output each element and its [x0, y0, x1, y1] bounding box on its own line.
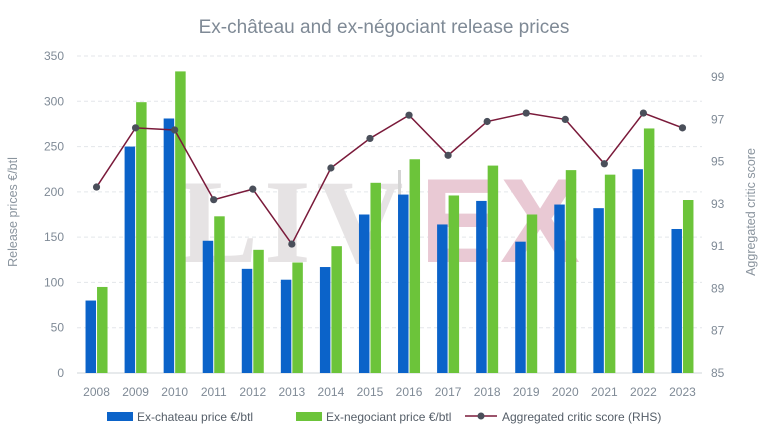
- bar-ex-negociant: [292, 262, 303, 373]
- bar-ex-chateau: [280, 279, 292, 373]
- score-point: [210, 196, 218, 204]
- x-tick: 2011: [201, 385, 227, 399]
- y-axis-left-label: Release prices €/btl: [6, 157, 20, 267]
- score-point: [444, 151, 452, 159]
- score-point: [561, 115, 569, 123]
- x-tick: 2008: [83, 385, 110, 399]
- bar-ex-negociant: [565, 170, 577, 373]
- score-point: [639, 109, 648, 117]
- score-point: [522, 109, 530, 117]
- y-tick-right: 93: [711, 197, 725, 211]
- score-point: [600, 160, 608, 168]
- bar-ex-chateau: [241, 268, 253, 373]
- bar-ex-negociant: [643, 128, 655, 373]
- legend-label-series2: Ex-negociant price €/btl: [326, 410, 451, 424]
- score-line-path: [95, 112, 683, 246]
- score-point: [171, 126, 179, 134]
- y-tick-left: 200: [44, 185, 64, 199]
- legend-label-series3: Aggregated critic score (RHS): [502, 410, 661, 424]
- y-axis-left-ticks: 0 50 100 150 200 250 300 350: [44, 49, 64, 380]
- x-tick: 2012: [239, 385, 266, 399]
- legend-swatch-series2: [296, 412, 322, 421]
- y-tick-right: 85: [711, 366, 725, 380]
- bar-ex-negociant: [370, 182, 381, 373]
- score-point: [483, 117, 491, 126]
- y-axis-right-label: Aggregated critic score: [744, 148, 758, 276]
- score-point: [288, 240, 296, 248]
- legend-marker-series3: [477, 412, 485, 420]
- x-tick: 2021: [591, 385, 618, 399]
- bar-ex-chateau: [85, 300, 97, 373]
- bars: [85, 71, 694, 373]
- score-point: [92, 183, 101, 191]
- legend-swatch-series1: [107, 412, 133, 421]
- legend: Ex-chateau price €/btl Ex-negociant pric…: [107, 410, 661, 424]
- score-point: [405, 111, 413, 119]
- bar-ex-chateau: [671, 228, 682, 373]
- bar-ex-negociant: [487, 165, 499, 373]
- y-tick-right: 99: [711, 70, 725, 84]
- y-tick-right: 97: [711, 112, 725, 126]
- x-tick: 2016: [396, 385, 423, 399]
- bar-ex-chateau: [632, 169, 643, 373]
- bar-ex-negociant: [214, 216, 225, 373]
- y-tick-left: 250: [44, 140, 64, 154]
- x-tick: 2013: [278, 385, 305, 399]
- bar-ex-negociant: [175, 71, 186, 373]
- bar-ex-negociant: [682, 200, 694, 373]
- y-tick-right: 89: [711, 281, 725, 295]
- bar-ex-chateau: [476, 200, 487, 373]
- score-point: [249, 185, 257, 193]
- bar-ex-chateau: [163, 118, 175, 373]
- y-tick-left: 350: [44, 49, 64, 63]
- x-tick: 2017: [435, 385, 462, 399]
- bar-ex-chateau: [398, 194, 409, 373]
- bar-ex-negociant: [448, 195, 460, 373]
- y-tick-right: 87: [711, 324, 725, 338]
- y-tick-right: 95: [711, 155, 725, 169]
- legend-label-series1: Ex-chateau price €/btl: [137, 410, 253, 424]
- score-point: [131, 124, 140, 132]
- bar-ex-chateau: [358, 214, 370, 373]
- bar-ex-chateau: [593, 208, 604, 373]
- bar-ex-negociant: [97, 286, 108, 373]
- score-point: [366, 134, 374, 143]
- bar-ex-negociant: [526, 214, 538, 373]
- bar-ex-negociant: [331, 246, 342, 373]
- bar-ex-chateau: [515, 241, 526, 373]
- bar-ex-chateau: [202, 240, 214, 373]
- bar-ex-chateau: [437, 224, 448, 373]
- x-tick: 2009: [122, 385, 149, 399]
- x-tick: 2019: [513, 385, 540, 399]
- bar-ex-negociant: [253, 249, 264, 373]
- score-line: [92, 109, 687, 248]
- y-tick-left: 300: [44, 94, 64, 108]
- y-tick-left: 100: [44, 275, 64, 289]
- bar-ex-negociant: [409, 159, 421, 373]
- y-tick-left: 150: [44, 230, 64, 244]
- x-tick: 2023: [669, 385, 696, 399]
- chart-title: Ex-château and ex-négociant release pric…: [199, 17, 570, 38]
- x-tick: 2018: [474, 385, 501, 399]
- x-tick: 2014: [318, 385, 345, 399]
- x-tick: 2010: [161, 385, 188, 399]
- x-tick: 2015: [357, 385, 384, 399]
- bar-ex-chateau: [554, 204, 565, 373]
- y-tick-left: 0: [57, 366, 64, 380]
- score-point: [678, 124, 687, 132]
- bar-ex-negociant: [604, 174, 616, 373]
- bar-ex-negociant: [136, 102, 147, 373]
- y-tick-left: 50: [51, 321, 65, 335]
- y-tick-right: 91: [711, 239, 725, 253]
- bar-ex-chateau: [124, 146, 136, 373]
- x-axis-ticks: 2008 2009 2010 2011 2012 2013 2014 2015 2016 2017…: [83, 385, 696, 399]
- y-axis-right-ticks: 85 87 89 91 93 95 97 99: [711, 70, 725, 380]
- bar-ex-chateau: [319, 267, 331, 373]
- x-tick: 2020: [552, 385, 579, 399]
- score-point: [327, 164, 335, 172]
- x-tick: 2022: [630, 385, 657, 399]
